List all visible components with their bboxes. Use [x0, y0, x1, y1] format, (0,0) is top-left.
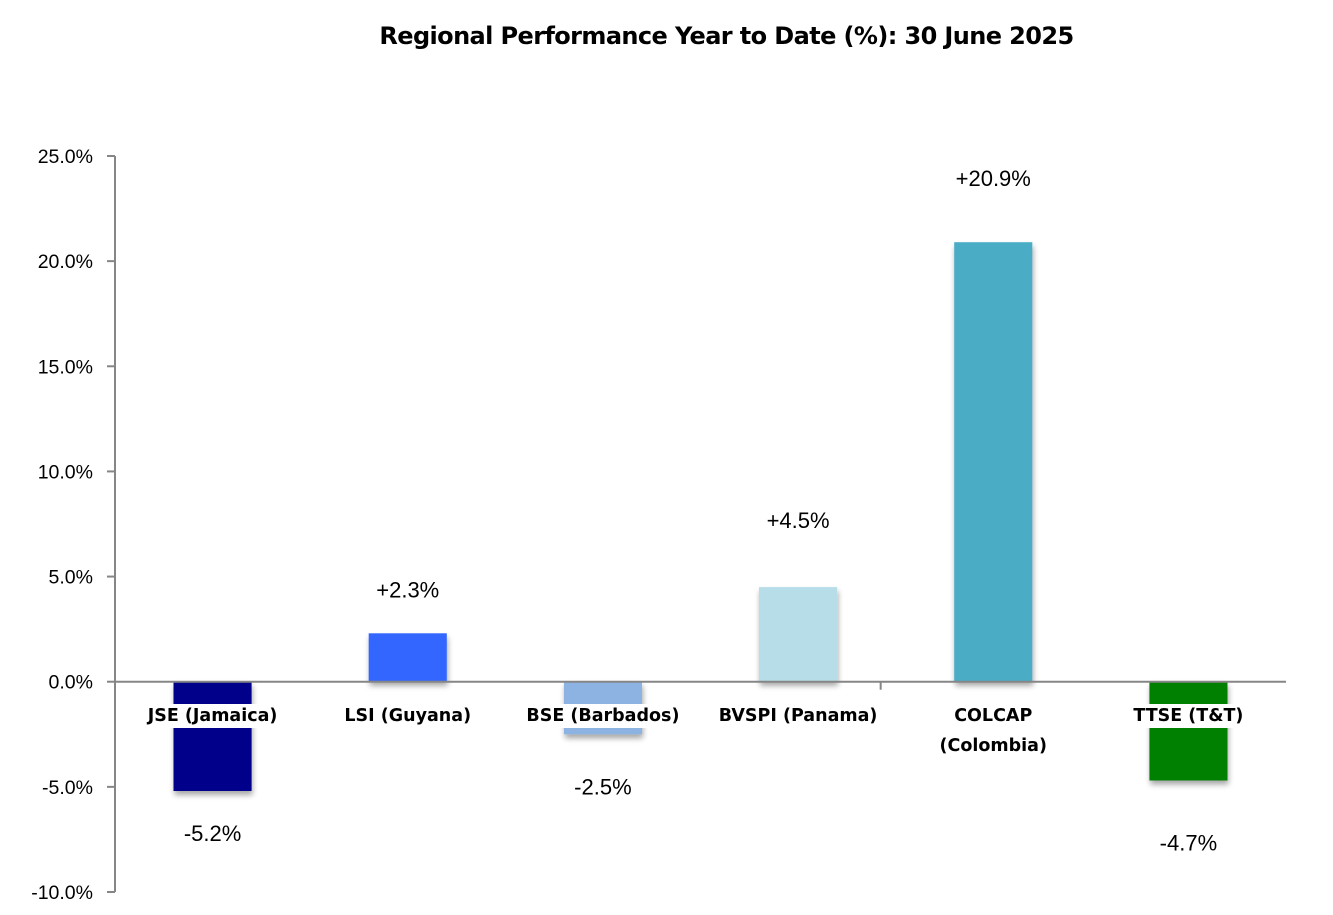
- y-tick-label: 10.0%: [38, 461, 93, 483]
- labels-layer: JSE (Jamaica) LSI (Guyana) BSE (Barbados) B…: [142, 166, 1248, 856]
- category-label-text: JSE (Jamaica): [147, 706, 278, 726]
- category-label-bg: [522, 704, 684, 728]
- bar-3: [759, 587, 838, 682]
- y-tick-label: -10.0%: [31, 882, 93, 904]
- bar-4: [954, 242, 1033, 682]
- data-label-4: +20.9%: [956, 166, 1031, 191]
- bar-0: [173, 681, 252, 791]
- data-label-5: -4.7%: [1160, 831, 1217, 856]
- bars-layer: [173, 242, 1228, 791]
- category-label-bg: [340, 704, 476, 728]
- category-label-bg: [935, 704, 1051, 758]
- category-label-4: COLCAP (Colombia): [935, 704, 1051, 758]
- chart-title: Regional Performance Year to Date (%): 3…: [379, 22, 1074, 50]
- y-tick-label: 5.0%: [49, 567, 93, 589]
- y-tick-label: 0.0%: [49, 672, 93, 694]
- category-label-text: LSI (Guyana): [344, 706, 471, 726]
- category-label-bg: [142, 704, 282, 728]
- y-tick-label: 25.0%: [38, 146, 93, 168]
- y-tick-label: 20.0%: [38, 251, 93, 273]
- data-label-1: +2.3%: [376, 577, 439, 602]
- bar-5: [1149, 681, 1228, 781]
- y-tick-label: -5.0%: [42, 777, 93, 799]
- category-label-bg: [1129, 704, 1248, 728]
- category-label-2: BSE (Barbados): [522, 704, 684, 728]
- category-label-text: BVSPI (Panama): [719, 706, 878, 726]
- y-tick-label: 15.0%: [38, 356, 93, 378]
- data-label-2: -2.5%: [574, 774, 631, 799]
- category-label-5: TTSE (T&T): [1129, 704, 1248, 728]
- category-label-text: BSE (Barbados): [526, 706, 679, 726]
- axes-layer: 25.0% 20.0% 15.0% 10.0% 5.0% 0.0% -5.0% -10.0%: [31, 146, 1286, 904]
- category-label-0: JSE (Jamaica): [142, 704, 282, 728]
- category-label-3: BVSPI (Panama): [714, 704, 882, 728]
- data-label-3: +4.5%: [767, 508, 830, 533]
- data-label-0: -5.2%: [184, 821, 241, 846]
- bar-1: [368, 633, 447, 682]
- category-label-text: COLCAP: [954, 706, 1032, 726]
- category-label-bg: [714, 704, 882, 728]
- category-label-text: TTSE (T&T): [1133, 706, 1243, 726]
- category-label-1: LSI (Guyana): [340, 704, 476, 728]
- category-label-text: (Colombia): [940, 736, 1047, 756]
